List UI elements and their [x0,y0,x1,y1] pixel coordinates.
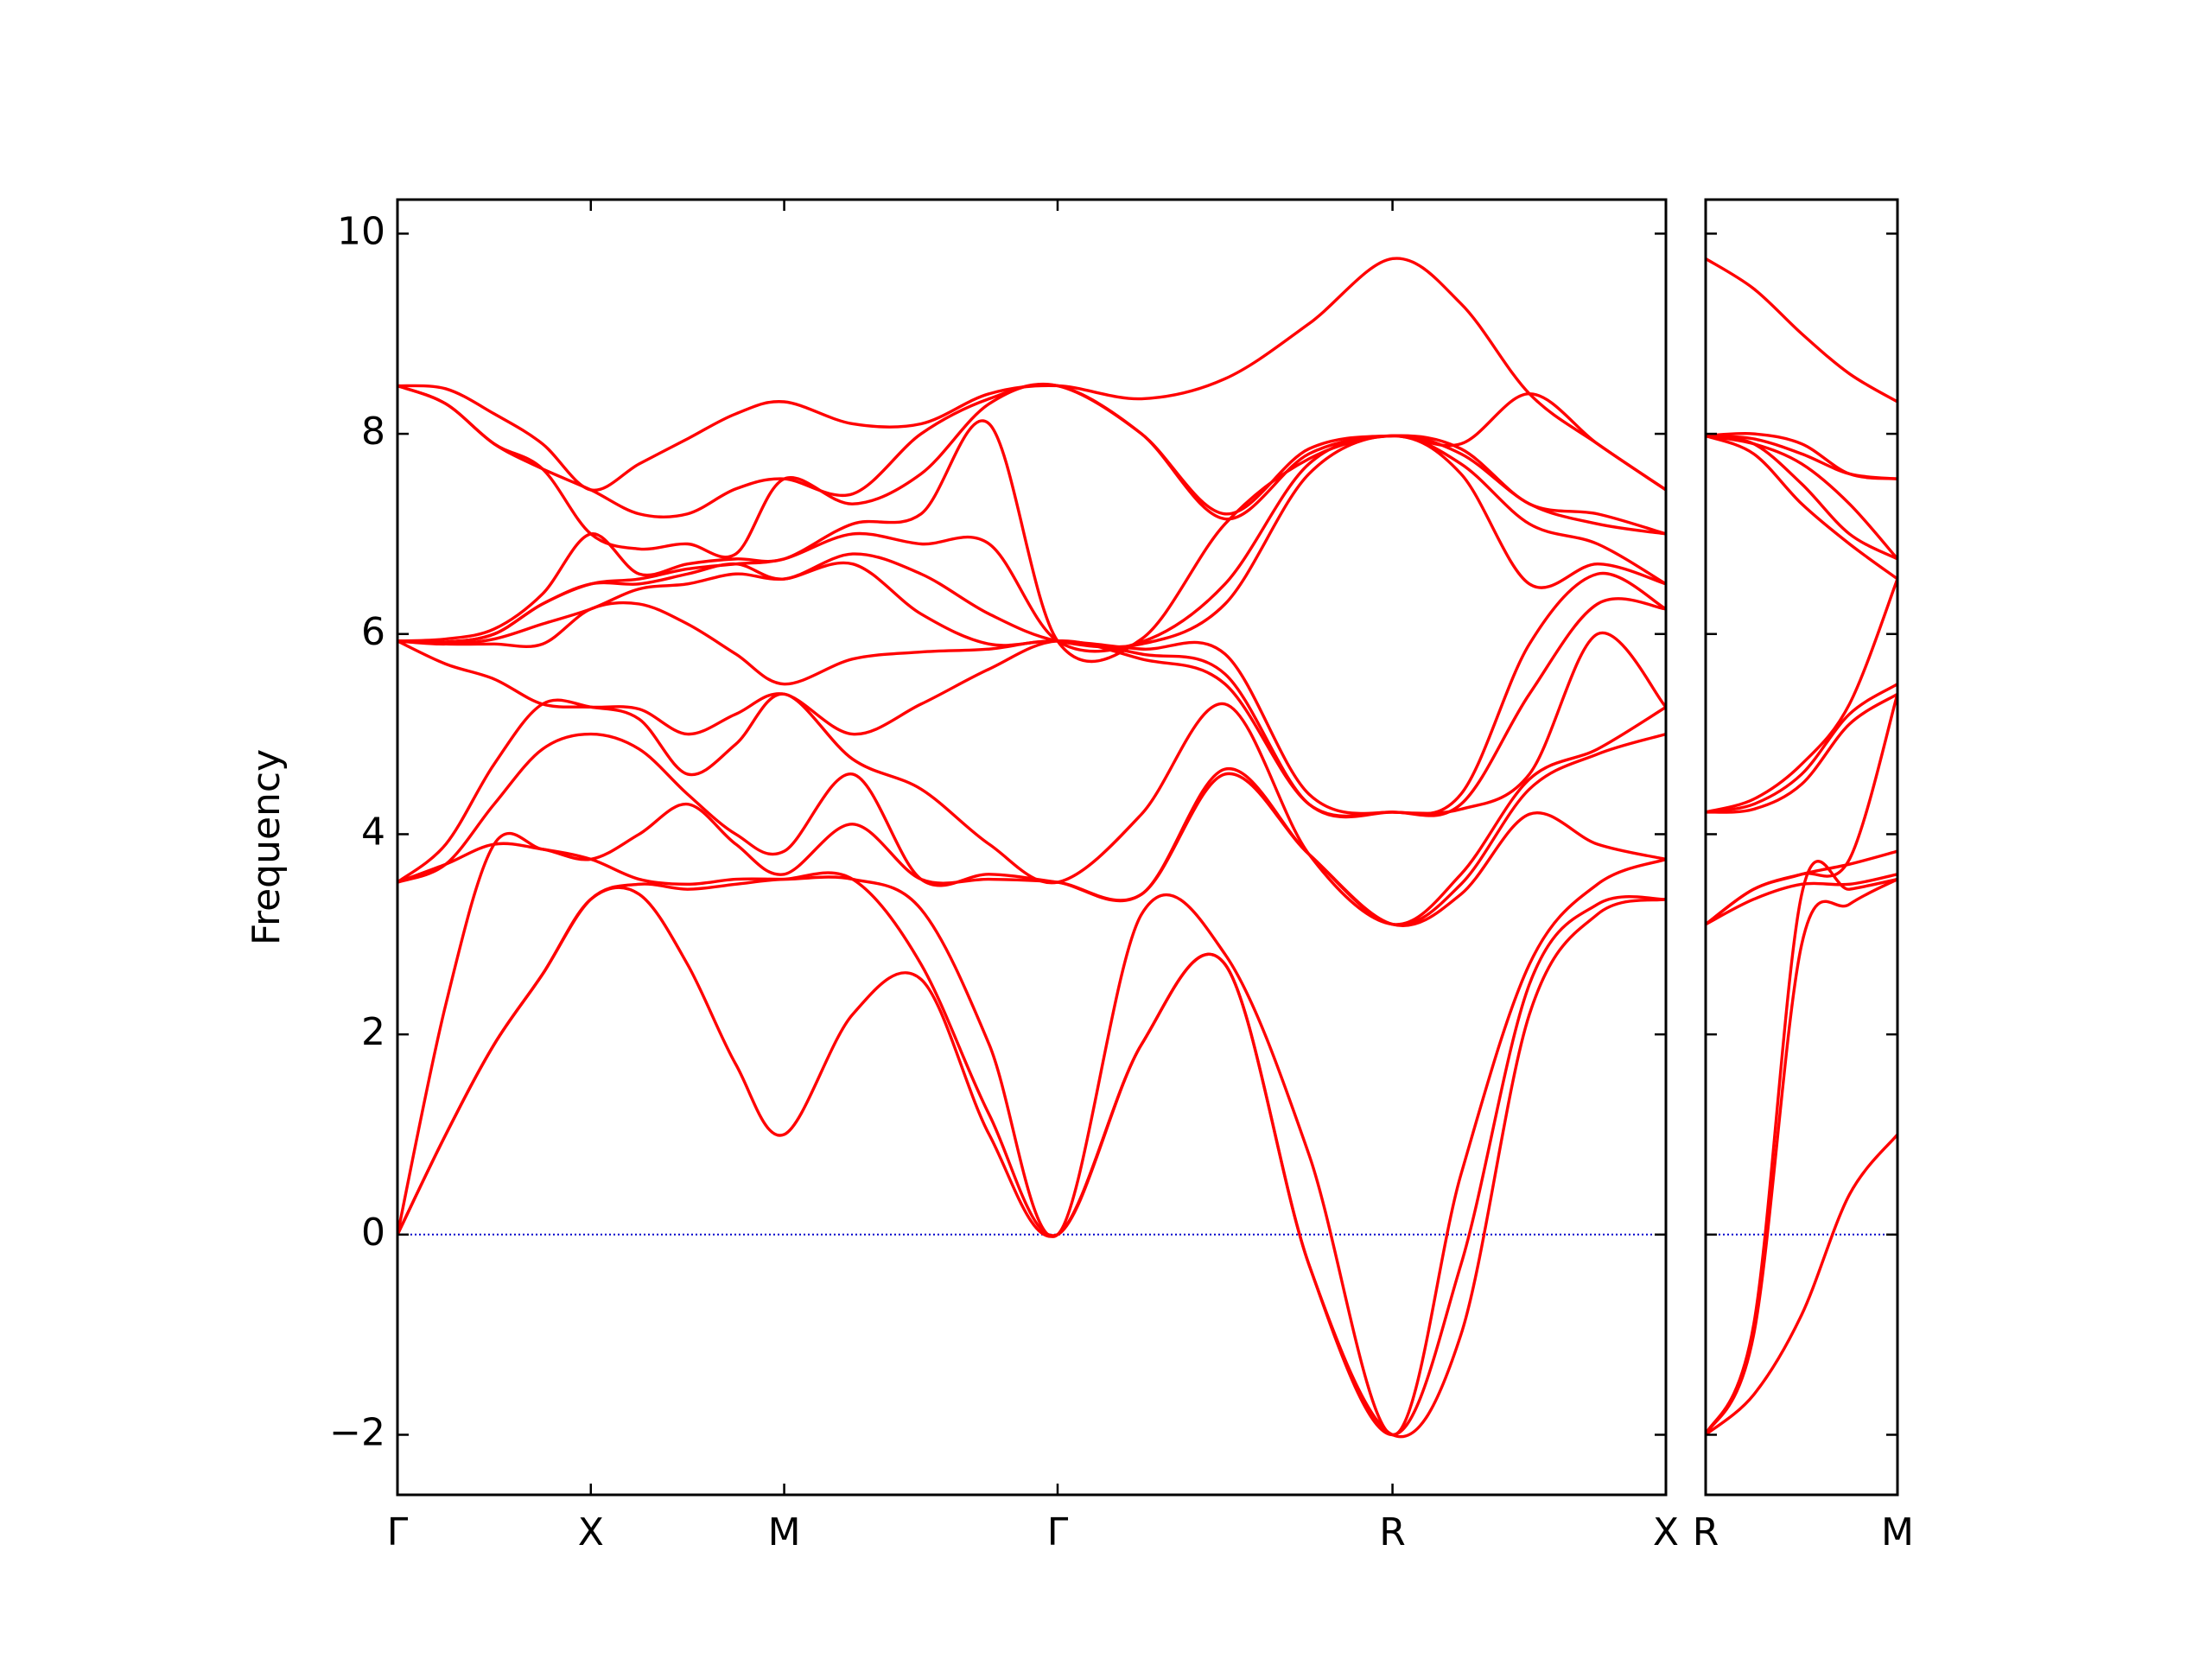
band-line [1706,434,1897,560]
band-line [1706,873,1897,926]
x-tick-label: Γ [387,1510,409,1554]
y-tick-label: −2 [329,1410,385,1454]
x-tick-label: Γ [1047,1510,1069,1554]
axes-frame [1704,198,1899,1497]
band-line [1706,692,1897,814]
x-tick-label: R [1379,1510,1406,1554]
band-line [397,561,1666,816]
band-line [397,772,1666,927]
x-tick-label: X [1653,1510,1679,1554]
band-line [1706,257,1897,404]
band-line [397,886,1666,1439]
band-line [397,257,1666,492]
band-line [397,419,1666,664]
x-tick-label: X [578,1510,604,1554]
band-line [397,732,1666,927]
plot-area [1706,257,1897,1436]
axes-frame [396,198,1668,1497]
band-line [397,383,1666,559]
band-line [1706,878,1897,1436]
band-line [1706,860,1897,1436]
y-axis-label: Frequency [245,749,289,945]
y-tick-label: 2 [361,1010,385,1054]
band-line [1706,683,1897,814]
x-tick-label: M [1881,1510,1914,1554]
y-tick-label: 4 [361,810,385,854]
band-line [397,434,1666,653]
band-line [1706,1133,1897,1436]
band-line [397,831,1666,1437]
plot-area [397,257,1666,1439]
band-line [1706,434,1897,581]
x-tick-label: M [768,1510,801,1554]
y-tick-label: 8 [361,410,385,454]
band-line [397,692,1666,926]
band-line [1706,578,1897,814]
band-line [1706,849,1897,926]
y-tick-label: 0 [361,1211,385,1255]
band-line [397,871,1666,1437]
band-line [1706,693,1897,926]
band-line [397,434,1666,649]
y-tick-label: 10 [337,209,385,253]
band-line [1706,432,1897,480]
band-line [397,631,1666,818]
y-tick-label: 6 [361,610,385,654]
x-tick-label: R [1693,1510,1719,1554]
